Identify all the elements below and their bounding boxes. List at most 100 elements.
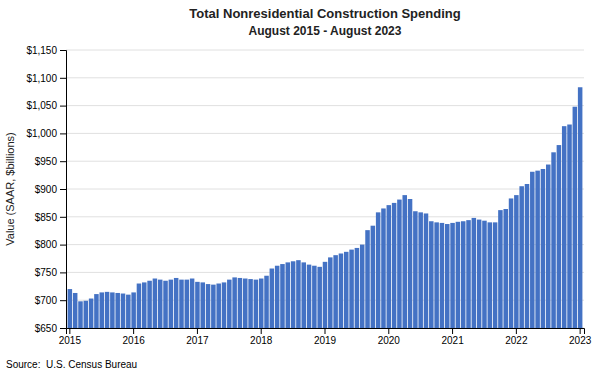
bar <box>153 279 158 328</box>
x-tick-label: 2019 <box>314 335 337 346</box>
bar <box>190 279 195 328</box>
bar <box>472 218 477 328</box>
y-tick: $900 <box>35 184 66 195</box>
bar <box>200 282 205 328</box>
y-tick-mark <box>60 272 66 273</box>
bar <box>307 265 312 328</box>
bar <box>557 145 562 328</box>
y-tick-mark <box>60 217 66 218</box>
bar <box>312 266 317 328</box>
bar <box>344 252 349 328</box>
annotation: Source: U.S. Census Bureau <box>6 359 137 370</box>
bar <box>99 292 104 328</box>
bar <box>137 284 142 328</box>
bar <box>440 223 445 328</box>
bar <box>301 262 306 328</box>
x-tick-label: 2017 <box>186 335 209 346</box>
bar <box>392 203 397 328</box>
bar <box>317 267 322 328</box>
x-tick-mark <box>261 328 262 334</box>
bar <box>286 262 291 328</box>
bar <box>333 255 338 328</box>
bar <box>429 221 434 328</box>
y-axis-title: Value (SAAR, $billions) <box>4 132 16 246</box>
bar <box>525 184 530 328</box>
bar <box>578 87 583 328</box>
bar <box>179 280 184 328</box>
y-tick-label: $800 <box>35 239 58 250</box>
bar <box>323 262 328 328</box>
y-tick-mark <box>60 189 66 190</box>
bar <box>126 295 131 328</box>
bar <box>349 250 354 328</box>
x-tick-mark <box>133 328 134 334</box>
subtitle: August 2015 - August 2023 <box>249 24 402 38</box>
bar <box>365 230 370 328</box>
x-axis-line <box>67 329 585 335</box>
bar <box>509 198 514 328</box>
y-tick: $1,050 <box>26 100 66 111</box>
grid <box>66 50 584 328</box>
grid-line <box>66 105 584 106</box>
x-tick: 2015 <box>59 328 82 346</box>
bar <box>291 261 296 328</box>
bar <box>456 222 461 328</box>
bars <box>68 87 583 328</box>
bar <box>339 253 344 328</box>
bar <box>185 280 190 328</box>
bar <box>541 169 546 328</box>
plot: $650$700$750$800$850$900$950$1,000$1,050… <box>4 45 592 346</box>
bar <box>402 195 407 328</box>
bar <box>477 220 482 328</box>
bar <box>376 212 381 328</box>
bar <box>562 126 567 328</box>
y-tick-label: $750 <box>35 267 58 278</box>
bar <box>466 220 471 328</box>
bar <box>264 276 269 328</box>
bar <box>418 212 423 328</box>
bar <box>94 294 99 328</box>
x-tick: 2019 <box>314 328 337 346</box>
y-tick: $950 <box>35 156 66 167</box>
y-tick: $650 <box>35 323 66 334</box>
bar <box>387 205 392 328</box>
bar <box>493 222 498 328</box>
y-tick-label: $1,000 <box>26 128 57 139</box>
grid-line <box>66 133 584 134</box>
y-tick-mark <box>60 300 66 301</box>
y-axis-line <box>60 51 67 329</box>
bar <box>169 280 174 328</box>
x-tick-mark <box>69 328 70 334</box>
y-tick-mark <box>60 78 66 79</box>
bar <box>408 199 413 328</box>
bar <box>530 172 535 328</box>
x-tick-mark <box>452 328 453 334</box>
x-tick: 2021 <box>441 328 464 346</box>
bar <box>211 285 216 328</box>
bar <box>328 257 333 328</box>
y-tick-label: $1,150 <box>26 45 57 56</box>
y-tick-mark <box>60 245 66 246</box>
grid-line <box>66 77 584 78</box>
bar <box>232 277 237 328</box>
bar <box>573 107 578 328</box>
bar <box>227 280 232 328</box>
y-tick-label: $650 <box>35 323 58 334</box>
y-tick: $1,150 <box>26 45 66 56</box>
bar <box>482 221 487 328</box>
x-tick-label: 2022 <box>505 335 528 346</box>
x-tick: 2020 <box>378 328 401 346</box>
bar <box>206 284 211 328</box>
bar <box>450 223 455 328</box>
bar <box>68 289 73 328</box>
bar <box>381 208 386 328</box>
x-tick-mark <box>516 328 517 334</box>
bar <box>424 213 429 328</box>
bar <box>110 292 115 328</box>
bar <box>248 279 253 328</box>
bar <box>243 279 248 328</box>
x-tick: 2018 <box>250 328 273 346</box>
y-tick: $750 <box>35 267 66 278</box>
bar <box>567 125 572 328</box>
bar <box>551 152 556 328</box>
